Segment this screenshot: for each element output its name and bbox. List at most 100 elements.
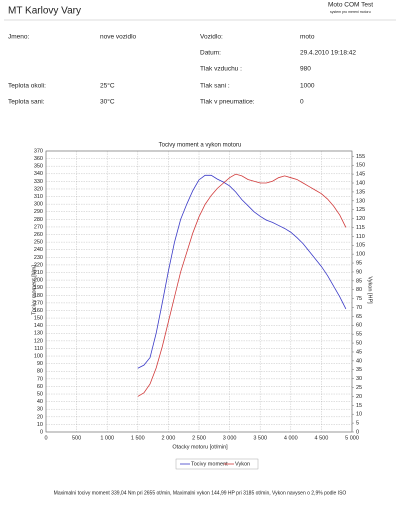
- y-tick-label: 170: [34, 300, 43, 306]
- field-value: 980: [300, 66, 311, 73]
- y-axis-label: Tocivy moment [Nm]: [31, 265, 37, 315]
- y2-tick-label: 115: [356, 225, 365, 231]
- field-label: Teplota okoli:: [8, 83, 46, 90]
- y-tick-label: 330: [34, 179, 43, 185]
- x-tick-label: 4 500: [315, 435, 329, 441]
- y2-tick-label: 65: [356, 314, 362, 320]
- x-axis-label: Otacky motoru [ot/min]: [172, 444, 228, 450]
- field-label: Tlak sani :: [200, 83, 230, 90]
- field-value: nove vozidlo: [100, 34, 137, 41]
- y-tick-label: 10: [37, 422, 43, 428]
- y2-tick-label: 100: [356, 252, 365, 258]
- y2-tick-label: 40: [356, 358, 362, 364]
- series-line: [137, 173, 347, 397]
- y2-tick-label: 90: [356, 269, 362, 275]
- x-tick-label: 1 500: [131, 435, 145, 441]
- y2-tick-label: 110: [356, 234, 365, 240]
- brand: Moto COM Test: [328, 2, 373, 9]
- y-tick-label: 20: [37, 414, 43, 420]
- y-tick-label: 120: [34, 338, 43, 344]
- y-tick-label: 240: [34, 247, 43, 253]
- y-tick-label: 270: [34, 224, 43, 230]
- field-label: Tlak vzduchu :: [200, 66, 242, 73]
- field-label: Vozidlo:: [200, 34, 223, 41]
- y2-tick-label: 30: [356, 376, 362, 382]
- y-tick-label: 320: [34, 186, 43, 192]
- y2-tick-label: 45: [356, 349, 362, 355]
- y-tick-label: 70: [37, 376, 43, 382]
- field-value: moto: [300, 34, 315, 41]
- field-label: Jmeno:: [8, 34, 30, 41]
- y-tick-label: 310: [34, 194, 43, 200]
- y-tick-label: 350: [34, 164, 43, 170]
- y-tick-label: 200: [34, 278, 43, 284]
- y-tick-label: 80: [37, 369, 43, 375]
- y-tick-label: 50: [37, 391, 43, 397]
- legend-box: [175, 458, 259, 470]
- y-tick-label: 30: [37, 407, 43, 413]
- header-title: MT Karlovy Vary: [8, 6, 81, 17]
- y2-tick-label: 85: [356, 278, 362, 284]
- y2-tick-label: 130: [356, 198, 365, 204]
- y-tick-label: 250: [34, 240, 43, 246]
- y-tick-label: 0: [40, 429, 43, 435]
- y-tick-label: 130: [34, 331, 43, 337]
- y2-tick-label: 125: [356, 207, 365, 213]
- y2-tick-label: 5: [356, 421, 359, 427]
- y-tick-label: 280: [34, 217, 43, 223]
- y-tick-label: 260: [34, 232, 43, 238]
- y-tick-label: 190: [34, 285, 43, 291]
- x-tick-label: 3 000: [223, 435, 237, 441]
- x-tick-label: 5 000: [345, 435, 359, 441]
- y-tick-label: 90: [37, 361, 43, 367]
- y2-tick-label: 70: [356, 305, 362, 311]
- y-tick-label: 370: [34, 148, 43, 154]
- legend-label: Vykon: [235, 461, 250, 467]
- y2-tick-label: 55: [356, 332, 362, 338]
- y2-axis-label: Vykon [HP]: [367, 276, 373, 304]
- y-tick-label: 60: [37, 384, 43, 390]
- brand-sub: system pro mereni motoru: [330, 10, 371, 14]
- field-value: 29.4.2010 19:18:42: [300, 50, 356, 57]
- field-value: 0: [300, 99, 304, 106]
- y2-tick-label: 60: [356, 323, 362, 329]
- y2-tick-label: 95: [356, 260, 362, 266]
- x-tick-label: 4 000: [284, 435, 298, 441]
- y-tick-label: 150: [34, 316, 43, 322]
- footer: Maximalni tocivy moment 339,04 Nm pri 26…: [54, 490, 347, 496]
- y-tick-label: 360: [34, 156, 43, 162]
- y-tick-label: 140: [34, 323, 43, 329]
- y2-tick-label: 135: [356, 189, 365, 195]
- field-label: Tlak v pneumatice:: [200, 99, 255, 106]
- y2-tick-label: 50: [356, 341, 362, 347]
- y2-tick-label: 0: [356, 429, 359, 435]
- y-tick-label: 40: [37, 399, 43, 405]
- field-label: Datum:: [200, 50, 221, 57]
- x-tick-label: 0: [44, 435, 47, 441]
- field-value: 25°C: [100, 82, 115, 90]
- y-tick-label: 100: [34, 354, 43, 360]
- y2-tick-label: 150: [356, 163, 365, 169]
- legend-label: Tocivy moment: [191, 461, 228, 467]
- y-tick-label: 110: [34, 346, 43, 352]
- y2-tick-label: 140: [356, 180, 365, 186]
- y2-tick-label: 75: [356, 296, 362, 302]
- x-tick-label: 2 000: [162, 435, 176, 441]
- y2-tick-label: 80: [356, 287, 362, 293]
- y2-tick-label: 145: [356, 172, 365, 178]
- y-tick-label: 220: [34, 262, 43, 268]
- y-tick-label: 160: [34, 308, 43, 314]
- field-label: Teplota sani:: [8, 99, 45, 106]
- y-tick-label: 340: [34, 171, 43, 177]
- field-value: 30°C: [100, 98, 115, 106]
- y-tick-label: 230: [34, 255, 43, 261]
- series-line: [137, 174, 347, 369]
- x-tick-label: 2 500: [192, 435, 206, 441]
- y2-tick-label: 155: [356, 154, 365, 160]
- y-tick-label: 210: [34, 270, 43, 276]
- x-tick-label: 500: [72, 435, 81, 441]
- y-tick-label: 180: [34, 293, 43, 299]
- y2-tick-label: 25: [356, 385, 362, 391]
- y2-tick-label: 105: [356, 243, 365, 249]
